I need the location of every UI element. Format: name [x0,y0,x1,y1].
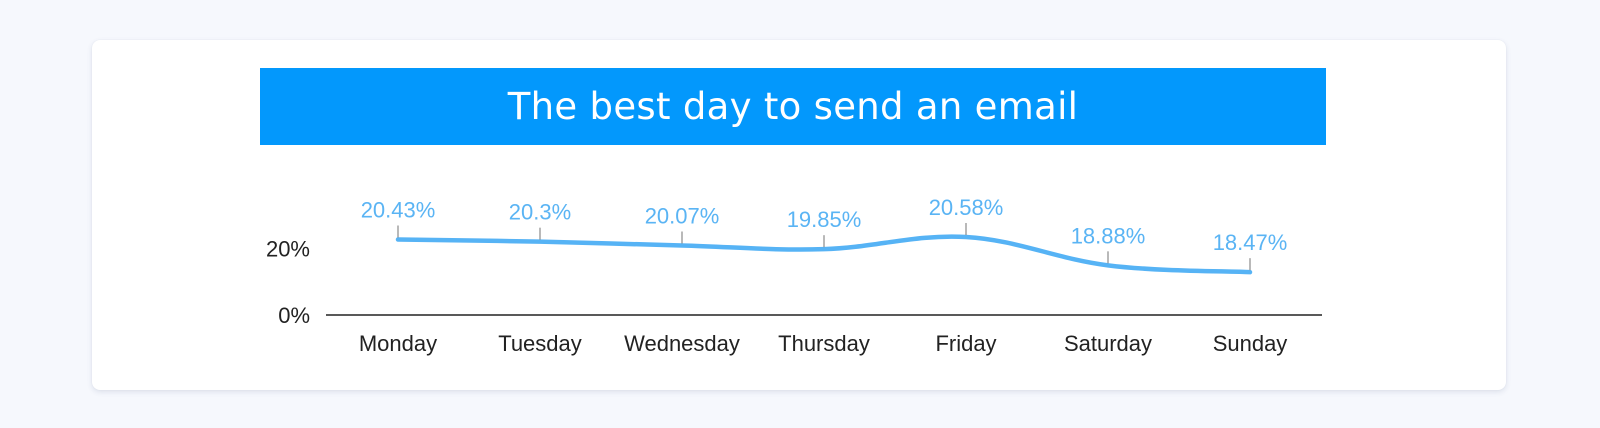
data-label: 20.43% [361,198,436,223]
x-tick-label: Tuesday [498,331,582,356]
data-label: 19.85% [787,207,862,232]
data-label: 18.47% [1213,230,1288,255]
x-tick-label: Sunday [1213,331,1288,356]
series-line [395,234,1253,275]
chart-title-banner: The best day to send an email [260,68,1326,145]
data-label: 20.07% [645,204,720,229]
y-tick-label: 20% [266,237,310,262]
data-label: 20.3% [509,200,571,225]
x-tick-label: Thursday [778,331,870,356]
data-label: 18.88% [1071,223,1146,248]
y-tick-label: 0% [278,303,310,328]
chart-card: The best day to send an email [92,40,1506,390]
x-tick-label: Friday [935,331,996,356]
x-tick-label: Saturday [1064,331,1152,356]
x-tick-label: Wednesday [624,331,740,356]
data-label: 20.58% [929,195,1004,220]
x-tick-label: Monday [359,331,437,356]
chart-title: The best day to send an email [507,85,1079,128]
